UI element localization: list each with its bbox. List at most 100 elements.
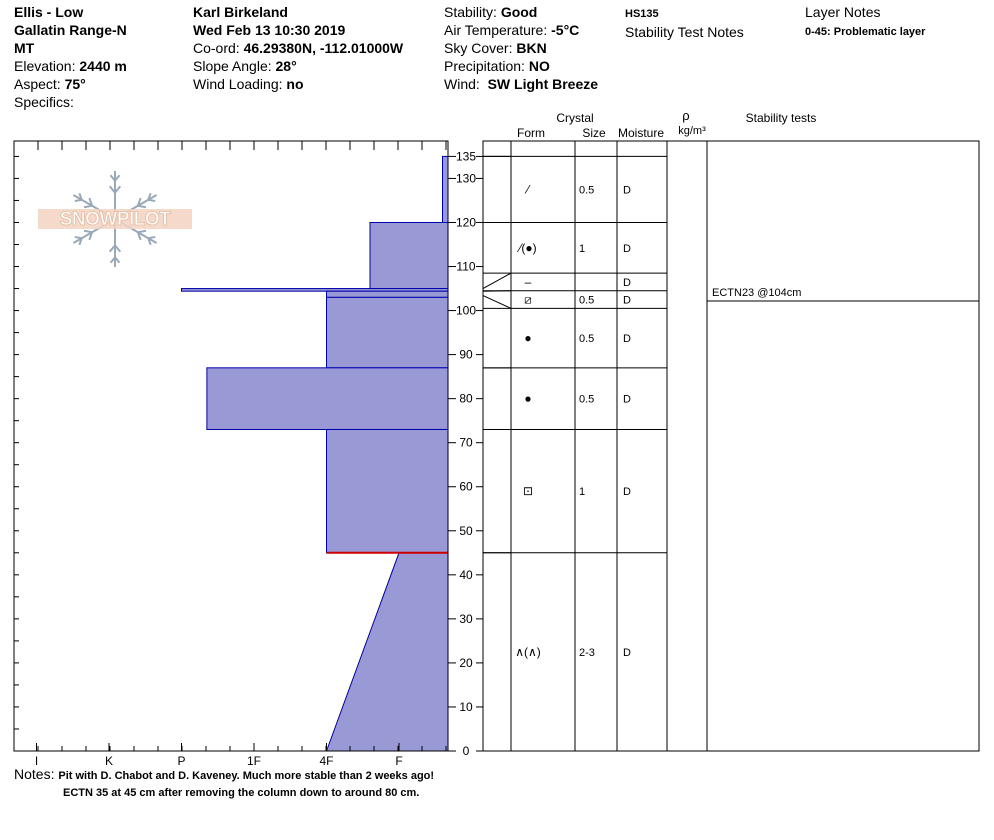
layer-size: 2-3 [579, 647, 595, 659]
layer-table-frame [482, 140, 980, 752]
logo-text: SNOWPILOT [60, 209, 171, 230]
layer-form: – [525, 275, 532, 289]
height-tick-label: 110 [456, 260, 475, 274]
observation-datetime: Wed Feb 13 10:30 2019 [193, 22, 346, 38]
hardness-plot-frame [13, 140, 449, 752]
layer-moisture: D [623, 486, 631, 498]
precip-value: NO [528, 58, 550, 74]
layer-form: ∧(∧) [515, 645, 541, 659]
flake-branch [148, 198, 156, 203]
layer-moisture: D [623, 647, 631, 659]
connector-line [482, 295, 512, 309]
stability-label: Stability: [444, 4, 497, 20]
specifics-label: Specifics: [14, 94, 74, 110]
height-tick-label: 30 [459, 612, 473, 626]
stability-test-notes-title: Stability Test Notes [625, 24, 744, 40]
air-temp-label: Air Temperature: [444, 22, 548, 38]
hardness-layer [326, 296, 449, 369]
wind-value: SW Light Breeze [487, 76, 599, 92]
location-block: Ellis - Low Gallatin Range-N MT Elevatio… [14, 3, 127, 111]
coord-value: 46.29380N, -112.01000W [243, 40, 404, 56]
notes-line-2: ECTN 35 at 45 cm after removing the colu… [63, 787, 420, 799]
height-tick-label: 80 [459, 392, 473, 406]
snow-profile-chart: SNOWPILOT I K P 1F 4F F 010203040506070809010… [13, 108, 980, 768]
height-tick-label: 135 [456, 149, 476, 163]
flake-branch [114, 174, 121, 182]
sky-label: Sky Cover: [444, 40, 513, 56]
layer-moisture: D [623, 394, 631, 406]
slope-value: 28° [275, 58, 297, 74]
wind-loading-value: no [286, 76, 304, 92]
stability-tests: ECTN23 @104cm [707, 287, 979, 302]
logo-banner [38, 209, 192, 229]
flake-branch [83, 229, 93, 234]
stability-tests-header: Stability tests [746, 111, 817, 125]
flake-branch [136, 231, 142, 241]
height-axis: 0 10 20 30 40 50 60 70 80 90 100 110 120 130 135 [448, 149, 483, 758]
layer-size: 0.5 [579, 394, 594, 406]
left-axis-ticks [14, 155, 19, 752]
layer-form: ⁄(●) [516, 241, 536, 255]
flake-branch [83, 204, 93, 209]
stability-value: Good [500, 4, 538, 20]
elevation-label: Elevation: [14, 58, 76, 74]
layer-size: 0.5 [579, 333, 594, 345]
hardness-tick-label: 1F [247, 754, 261, 768]
hardness-layer [326, 428, 449, 554]
layer-size: 0.5 [579, 295, 594, 307]
location-name: Ellis - Low [14, 4, 84, 20]
layer-connectors [482, 155, 512, 554]
state-name: MT [14, 40, 35, 56]
flake-branch [114, 244, 122, 253]
height-tick-label: 0 [463, 744, 470, 758]
aspect-value: 75° [64, 76, 86, 92]
layer-size: 1 [579, 486, 585, 498]
density-unit: kg/m³ [678, 125, 706, 137]
layer-form: ⧄ [524, 293, 532, 307]
layer-rows: ⁄ 0.5 D ⁄(●) 1 D – D ⧄ 0.5 D ● 0.5 D ● 0.5 D ⊡ 1 D ∧(∧) 2-3 D [483, 155, 667, 659]
crystal-header: Crystal [556, 111, 593, 125]
snowpilot-logo: SNOWPILOT [38, 171, 192, 267]
layer-moisture: D [623, 184, 631, 196]
range-name: Gallatin Range-N [14, 22, 127, 38]
flake-branch [78, 237, 83, 246]
hardness-layer [206, 367, 449, 430]
layer-form: ● [524, 331, 531, 345]
flake-branch [137, 204, 147, 209]
stability-test-label: ECTN23 @104cm [712, 287, 801, 299]
layer-form: ⁄ [524, 182, 531, 196]
hardness-tick-label: I [35, 754, 38, 768]
hardness-tick-label: F [395, 754, 402, 768]
height-tick-label: 10 [459, 700, 473, 714]
layer-size: 0.5 [579, 184, 594, 196]
flake-branch [74, 198, 82, 203]
observer-name: Karl Birkeland [193, 4, 288, 20]
notes-line-1: Pit with D. Chabot and D. Kaveney. Much … [58, 770, 435, 782]
flake-branch [147, 237, 152, 246]
layer-notes-title: Layer Notes [805, 4, 881, 20]
flake-branch [148, 235, 156, 240]
hardness-layer [325, 552, 449, 752]
notes-block: Notes: Pit with D. Chabot and D. Kaveney… [14, 766, 434, 799]
precip-label: Precipitation: [444, 58, 525, 74]
flake-branch [74, 235, 82, 240]
moisture-header: Moisture [618, 126, 664, 140]
observer-block: Karl Birkeland Wed Feb 13 10:30 2019 Co-… [193, 3, 403, 93]
flake-branch [109, 256, 116, 264]
sky-value: BKN [516, 40, 547, 56]
layer-form: ● [524, 392, 531, 406]
hs-value: HS135 [625, 8, 659, 20]
connector-line [482, 272, 512, 289]
layer-moisture: D [623, 277, 631, 289]
hardness-bars [181, 155, 449, 752]
flake-branch [88, 197, 94, 207]
hardness-tick-label: 4F [319, 754, 333, 768]
flake-branch [108, 185, 116, 194]
layer-moisture: D [623, 295, 631, 307]
density-symbol: ρ [682, 108, 689, 123]
flake-branch [114, 256, 121, 264]
height-tick-label: 50 [459, 524, 473, 538]
flake-branch [108, 244, 116, 253]
layer-form: ⊡ [523, 484, 533, 498]
height-tick-label: 100 [456, 304, 476, 318]
